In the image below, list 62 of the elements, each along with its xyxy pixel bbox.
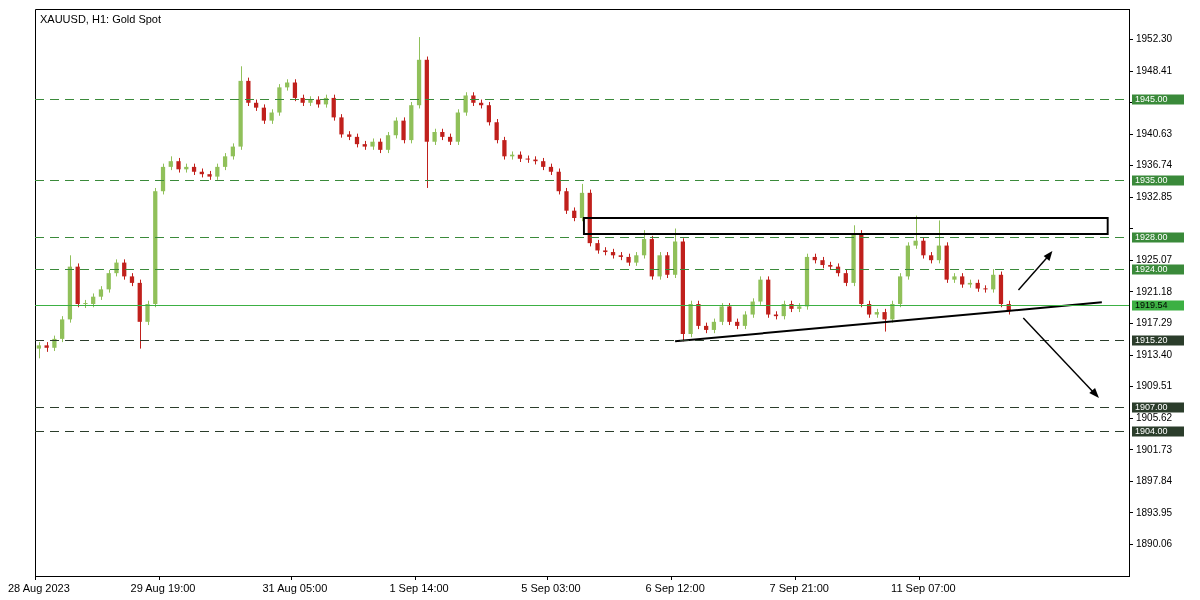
- candlestick: [502, 136, 507, 161]
- candlestick: [921, 236, 926, 260]
- y-tick-label: 1948.41: [1136, 64, 1173, 76]
- candlestick: [665, 251, 670, 279]
- y-tick-label: 1893.95: [1136, 506, 1173, 518]
- ref-line-label: 1924.00: [1135, 263, 1168, 274]
- ref-line-label: 1904.00: [1135, 425, 1168, 436]
- candlestick: [60, 315, 65, 343]
- y-tick-label: 1905.62: [1136, 411, 1173, 423]
- candlestick: [494, 118, 499, 144]
- y-tick-label: 1936.74: [1136, 159, 1173, 171]
- ref-line-label: 1935.00: [1135, 174, 1168, 185]
- candlestick: [463, 91, 468, 117]
- x-tick-label: 5 Sep 03:00: [521, 581, 581, 594]
- ref-line-label: 1928.00: [1135, 231, 1168, 242]
- candlestick: [882, 308, 887, 333]
- candlestick: [991, 268, 996, 294]
- y-tick-label: 1901.73: [1136, 443, 1173, 455]
- y-tick-label: 1913.40: [1136, 348, 1173, 360]
- candlestick: [556, 168, 561, 195]
- candlestick: [339, 113, 344, 139]
- candlestick: [261, 103, 267, 125]
- x-tick-label: 31 Aug 05:00: [262, 581, 328, 594]
- x-tick-label: 7 Sep 21:00: [769, 581, 829, 594]
- x-tick-label: 29 Aug 19:00: [130, 581, 196, 594]
- y-tick-label: 1952.30: [1136, 33, 1173, 45]
- y-tick-label: 1932.85: [1136, 191, 1173, 203]
- y-tick-label: 1897.84: [1136, 475, 1173, 487]
- candlestick: [913, 215, 918, 250]
- x-tick-label: 28 Aug 2023: [7, 581, 70, 594]
- y-tick-label: 1909.51: [1136, 380, 1173, 392]
- candlestick: [719, 302, 724, 326]
- candlestick: [246, 77, 251, 107]
- x-tick-label: 1 Sep 14:00: [389, 581, 449, 594]
- candlestick: [641, 229, 647, 260]
- candlestick: [393, 116, 398, 139]
- candlestick: [657, 251, 662, 281]
- ref-line-label: 1919.54: [1135, 299, 1168, 310]
- x-tick-label: 11 Sep 07:00: [891, 581, 956, 594]
- y-tick-label: 1925.07: [1136, 254, 1173, 266]
- candlestick: [696, 300, 701, 330]
- candlestick: [292, 78, 298, 102]
- candlestick: [401, 116, 406, 144]
- candlestick: [983, 284, 988, 294]
- y-tick-label: 1940.63: [1136, 127, 1173, 139]
- ref-line-label: 1907.00: [1135, 401, 1168, 412]
- chart-title: XAUUSD, H1: Gold Spot: [40, 12, 162, 25]
- candlestick: [564, 187, 569, 215]
- x-tick-label: 6 Sep 12:00: [645, 581, 705, 594]
- candlestick: [758, 275, 763, 306]
- candlestick: [106, 269, 111, 294]
- candlestick: [385, 131, 391, 154]
- candlestick: [486, 101, 492, 126]
- candlestick: [145, 300, 150, 326]
- y-tick-label: 1917.29: [1136, 317, 1173, 329]
- candlestick: [936, 219, 942, 264]
- y-tick-label: 1921.18: [1136, 285, 1173, 297]
- ref-line-label: 1945.00: [1135, 93, 1168, 104]
- candlestick: [331, 94, 336, 122]
- ref-line-label: 1915.20: [1135, 334, 1168, 345]
- y-tick-label: 1890.06: [1136, 538, 1173, 550]
- candlestick: [727, 302, 732, 326]
